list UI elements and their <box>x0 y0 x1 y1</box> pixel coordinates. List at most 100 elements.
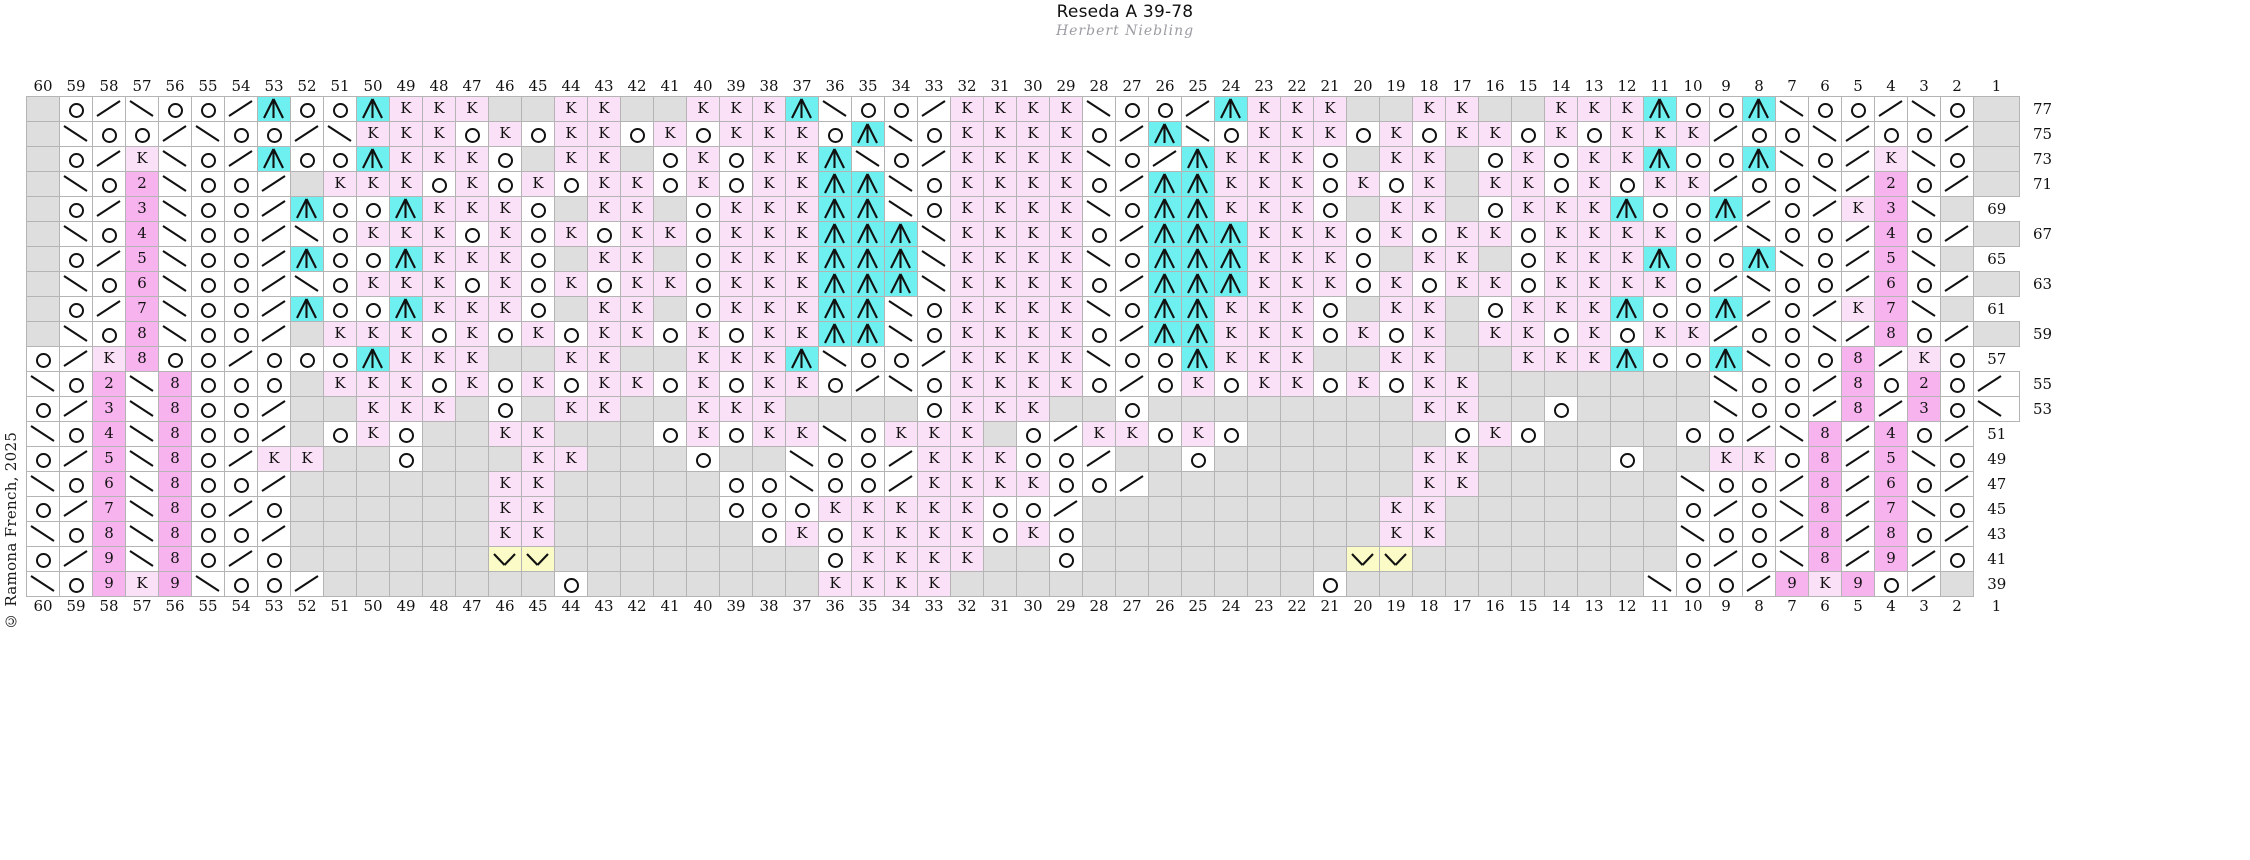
cell-no-stitch[interactable] <box>290 520 324 547</box>
cell-knit-K[interactable]: K <box>554 145 588 172</box>
cell-decrease-left[interactable] <box>1643 570 1677 597</box>
cell-count-4[interactable]: 4 <box>1874 420 1908 447</box>
cell-count-9[interactable]: 9 <box>92 545 126 572</box>
cell-yarn-over[interactable] <box>653 420 687 447</box>
cell-decrease-right[interactable] <box>92 295 126 322</box>
cell-knit-K[interactable]: K <box>1445 445 1479 472</box>
cell-count-5[interactable]: 5 <box>1874 445 1908 472</box>
cell-knit-K[interactable]: K <box>752 420 786 447</box>
cell-decrease-right[interactable] <box>1115 320 1149 347</box>
cell-knit-K[interactable]: K <box>620 270 654 297</box>
cell-decrease-right[interactable] <box>59 395 93 422</box>
cell-no-stitch[interactable] <box>1544 520 1578 547</box>
cell-yarn-over[interactable] <box>521 245 555 272</box>
cell-yarn-over[interactable] <box>1808 220 1842 247</box>
cell-decrease-left[interactable] <box>1742 345 1776 372</box>
cell-no-stitch[interactable] <box>554 520 588 547</box>
cell-yarn-over[interactable] <box>191 445 225 472</box>
cell-yarn-over[interactable] <box>1049 470 1083 497</box>
cell-no-stitch[interactable] <box>1445 495 1479 522</box>
cell-yarn-over[interactable] <box>1676 295 1710 322</box>
cell-knit-K[interactable]: K <box>1643 320 1677 347</box>
chart-row-75[interactable]: K K K K K K K K K K K K K K K K K K K K K K K K 75 <box>26 120 2066 147</box>
cell-knit-K[interactable]: K <box>1280 245 1314 272</box>
cell-yarn-over[interactable] <box>224 270 258 297</box>
cell-decrease-left[interactable] <box>59 270 93 297</box>
cell-no-stitch[interactable] <box>719 570 753 597</box>
cell-no-stitch[interactable] <box>1280 495 1314 522</box>
cell-knit-K[interactable]: K <box>1280 370 1314 397</box>
cell-yarn-over[interactable] <box>1775 320 1809 347</box>
cell-no-stitch[interactable] <box>752 445 786 472</box>
cell-no-stitch[interactable] <box>290 495 324 522</box>
cell-yarn-over[interactable] <box>1511 120 1545 147</box>
cell-knit-K[interactable]: K <box>1412 345 1446 372</box>
cell-decrease-left[interactable] <box>917 220 951 247</box>
cell-decrease-left[interactable] <box>125 370 159 397</box>
cell-decrease-right[interactable] <box>1742 420 1776 447</box>
cell-double-yarn-over[interactable] <box>1346 545 1380 572</box>
cell-knit-K[interactable]: K <box>1016 395 1050 422</box>
cell-decrease-right[interactable] <box>1808 395 1842 422</box>
cell-count-8[interactable]: 8 <box>125 320 159 347</box>
cell-yarn-over[interactable] <box>1775 270 1809 297</box>
cell-no-stitch[interactable] <box>1280 395 1314 422</box>
cell-knit-K[interactable]: K <box>686 320 720 347</box>
cell-decrease-right[interactable] <box>59 345 93 372</box>
cell-knit-K[interactable]: K <box>389 345 423 372</box>
cell-knit-K[interactable]: K <box>1181 370 1215 397</box>
cell-no-stitch[interactable] <box>620 570 654 597</box>
cell-yarn-over[interactable] <box>1907 170 1941 197</box>
cell-no-stitch[interactable] <box>1445 345 1479 372</box>
cell-no-stitch[interactable] <box>1379 95 1413 122</box>
cell-decrease-right[interactable] <box>1049 420 1083 447</box>
cell-knit-K[interactable]: K <box>521 420 555 447</box>
cell-no-stitch[interactable] <box>323 520 357 547</box>
cell-double-decrease[interactable] <box>1181 270 1215 297</box>
cell-knit-K[interactable]: K <box>752 220 786 247</box>
cell-yarn-over[interactable] <box>1775 220 1809 247</box>
cell-no-stitch[interactable] <box>1643 495 1677 522</box>
cell-no-stitch[interactable] <box>1280 445 1314 472</box>
cell-no-stitch[interactable] <box>1577 545 1611 572</box>
cell-knit-K[interactable]: K <box>1544 270 1578 297</box>
cell-yarn-over[interactable] <box>983 495 1017 522</box>
cell-yarn-over[interactable] <box>1313 320 1347 347</box>
cell-no-stitch[interactable] <box>1247 545 1281 572</box>
cell-yarn-over[interactable] <box>1775 170 1809 197</box>
cell-knit-K[interactable]: K <box>1511 320 1545 347</box>
cell-no-stitch[interactable] <box>1247 520 1281 547</box>
cell-knit-K[interactable]: K <box>785 145 819 172</box>
cell-no-stitch[interactable] <box>983 570 1017 597</box>
cell-decrease-left[interactable] <box>785 445 819 472</box>
cell-knit-K[interactable]: K <box>389 270 423 297</box>
cell-double-decrease[interactable] <box>851 320 885 347</box>
cell-knit-K[interactable]: K <box>488 195 522 222</box>
cell-no-stitch[interactable] <box>1643 395 1677 422</box>
cell-decrease-right[interactable] <box>1115 370 1149 397</box>
cell-no-stitch[interactable] <box>653 470 687 497</box>
cell-decrease-right[interactable] <box>257 470 291 497</box>
cell-knit-K[interactable]: K <box>554 270 588 297</box>
cell-no-stitch[interactable] <box>1412 570 1446 597</box>
cell-knit-K[interactable]: K <box>620 195 654 222</box>
cell-knit-K[interactable]: K <box>488 470 522 497</box>
cell-yarn-over[interactable] <box>752 495 786 522</box>
cell-yarn-over[interactable] <box>224 220 258 247</box>
cell-no-stitch[interactable] <box>1115 520 1149 547</box>
cell-knit-K[interactable]: K <box>1412 95 1446 122</box>
cell-no-stitch[interactable] <box>1610 520 1644 547</box>
cell-double-decrease[interactable] <box>818 270 852 297</box>
cell-no-stitch[interactable] <box>26 195 60 222</box>
cell-no-stitch[interactable] <box>1643 545 1677 572</box>
cell-no-stitch[interactable] <box>653 245 687 272</box>
cell-count-9[interactable]: 9 <box>158 570 192 597</box>
cell-double-decrease[interactable] <box>818 295 852 322</box>
cell-decrease-left[interactable] <box>884 320 918 347</box>
cell-knit-K[interactable]: K <box>950 420 984 447</box>
cell-yarn-over[interactable] <box>224 195 258 222</box>
cell-no-stitch[interactable] <box>1181 495 1215 522</box>
cell-knit-K[interactable]: K <box>1907 345 1941 372</box>
cell-yarn-over[interactable] <box>1016 445 1050 472</box>
cell-decrease-right[interactable] <box>1940 270 1974 297</box>
